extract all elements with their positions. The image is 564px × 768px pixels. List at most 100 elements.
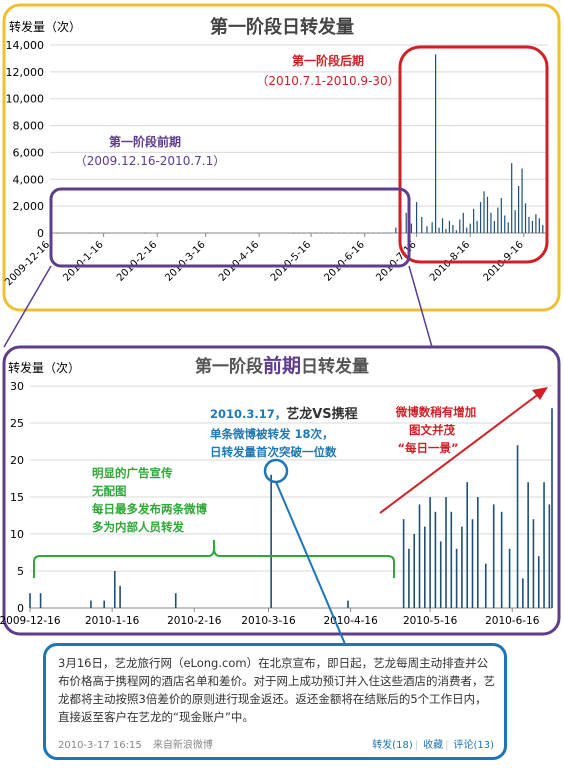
bar xyxy=(357,232,359,234)
bar xyxy=(108,232,110,234)
bar xyxy=(521,168,523,233)
bar xyxy=(462,212,464,233)
bar xyxy=(320,232,323,234)
bar xyxy=(459,219,461,233)
y-tick-label: 20 xyxy=(10,454,24,467)
favorite-link[interactable]: 收藏 xyxy=(423,740,444,751)
x-tick-label: 2010-2-16 xyxy=(115,239,159,283)
bar xyxy=(256,232,259,234)
bar xyxy=(315,232,317,234)
ad-annotation-line-1: 明显的广告宣传 xyxy=(92,466,173,480)
y-tick-label: 6,000 xyxy=(13,146,45,159)
bar xyxy=(206,232,208,234)
early-phase-box xyxy=(49,187,411,268)
ad-annotation-line-3: 每日最多发布两条微博 xyxy=(92,502,207,516)
bar xyxy=(372,232,374,234)
bar xyxy=(410,223,412,233)
bar xyxy=(466,227,468,233)
bar xyxy=(435,54,437,234)
tweet-time[interactable]: 2010-3-17 16:15 xyxy=(58,740,142,751)
bar xyxy=(450,511,453,608)
y-tick-label: 30 xyxy=(10,380,24,393)
bar xyxy=(424,526,426,608)
growth-arrow xyxy=(379,392,541,514)
ad-annotation-line-4: 多为内部人员转发 xyxy=(92,520,184,534)
bottom-chart-title: 第一阶段前期日转发量 xyxy=(195,354,369,377)
bar xyxy=(415,202,418,233)
bar xyxy=(537,556,540,608)
zoom-connector-left xyxy=(3,265,52,348)
bar xyxy=(469,223,471,233)
x-tick-label: 2009-12-16 xyxy=(0,615,61,627)
x-tick-label: 2010-4-16 xyxy=(217,239,261,283)
y-tick-label: 8,000 xyxy=(13,120,45,133)
bar xyxy=(298,232,300,234)
bar xyxy=(473,208,475,233)
bottom-title-emphasis: 前期 xyxy=(263,354,301,377)
top-chart-title: 第一阶段日转发量 xyxy=(210,16,354,38)
y-tick-label: 0 xyxy=(17,602,24,615)
top-ylabel: 转发量（次） xyxy=(9,19,81,34)
bar xyxy=(483,191,485,233)
comment-link[interactable]: 评论(13) xyxy=(453,740,494,751)
bar xyxy=(528,216,530,233)
bar xyxy=(455,230,457,233)
bar xyxy=(90,600,92,608)
event-annotation-line-3: 日转发量首次突破一位数 xyxy=(210,445,337,459)
bar xyxy=(39,593,42,608)
bar xyxy=(439,541,442,608)
bar xyxy=(29,593,31,608)
bar xyxy=(522,578,524,608)
bar xyxy=(455,548,458,608)
bar xyxy=(429,497,431,608)
event-highlight-circle xyxy=(263,458,289,484)
bar xyxy=(500,198,502,233)
zoom-connector-right xyxy=(408,265,433,348)
bar xyxy=(445,497,447,608)
ad-annotation-line-2: 无配图 xyxy=(91,484,127,498)
bar xyxy=(386,232,388,234)
early-phase-title: 第一阶段前期 xyxy=(109,134,181,149)
bar xyxy=(476,220,478,233)
x-tick-label: 2010-5-16 xyxy=(269,239,313,283)
bar xyxy=(402,519,405,608)
bar xyxy=(507,222,509,233)
bar xyxy=(466,482,469,608)
repost-link[interactable]: 转发(18) xyxy=(372,740,413,751)
bar xyxy=(493,220,495,233)
growth-annotation-line-3: “每日一景” xyxy=(397,441,458,455)
event-annotation-line-1: 2010.3.17，艺龙VS携程 xyxy=(210,406,358,422)
bar xyxy=(508,548,511,608)
bar xyxy=(350,232,352,234)
bar xyxy=(514,210,516,233)
bar xyxy=(511,163,513,233)
bar xyxy=(308,232,310,234)
bar xyxy=(367,232,369,234)
bar xyxy=(119,585,121,608)
early-phase-range: （2009.12.16-2010.7.1） xyxy=(75,154,225,168)
bar xyxy=(452,224,454,233)
bar xyxy=(438,227,440,233)
bar xyxy=(56,232,58,234)
bar xyxy=(270,474,272,608)
bar xyxy=(174,593,177,608)
bar xyxy=(504,215,506,233)
y-tick-label: 4,000 xyxy=(13,173,45,186)
bar xyxy=(383,232,385,234)
bar xyxy=(548,504,551,608)
bar xyxy=(104,232,106,234)
y-tick-label: 14,000 xyxy=(6,39,45,52)
tweet-source[interactable]: 来自新浪微博 xyxy=(152,740,213,751)
bar xyxy=(448,220,451,233)
bar xyxy=(524,203,527,233)
bar xyxy=(497,207,499,233)
late-phase-box xyxy=(398,45,549,264)
tweet-card: 3月16日，艺龙旅行网（eLong.com）在北京宣布，即日起，艺龙每周主动排查… xyxy=(43,643,507,760)
y-tick-label: 0 xyxy=(37,227,44,240)
bar xyxy=(500,511,503,608)
bar xyxy=(441,218,444,233)
bar xyxy=(461,526,463,608)
x-tick-label: 2010-3-16 xyxy=(241,615,296,627)
bar xyxy=(490,212,492,233)
